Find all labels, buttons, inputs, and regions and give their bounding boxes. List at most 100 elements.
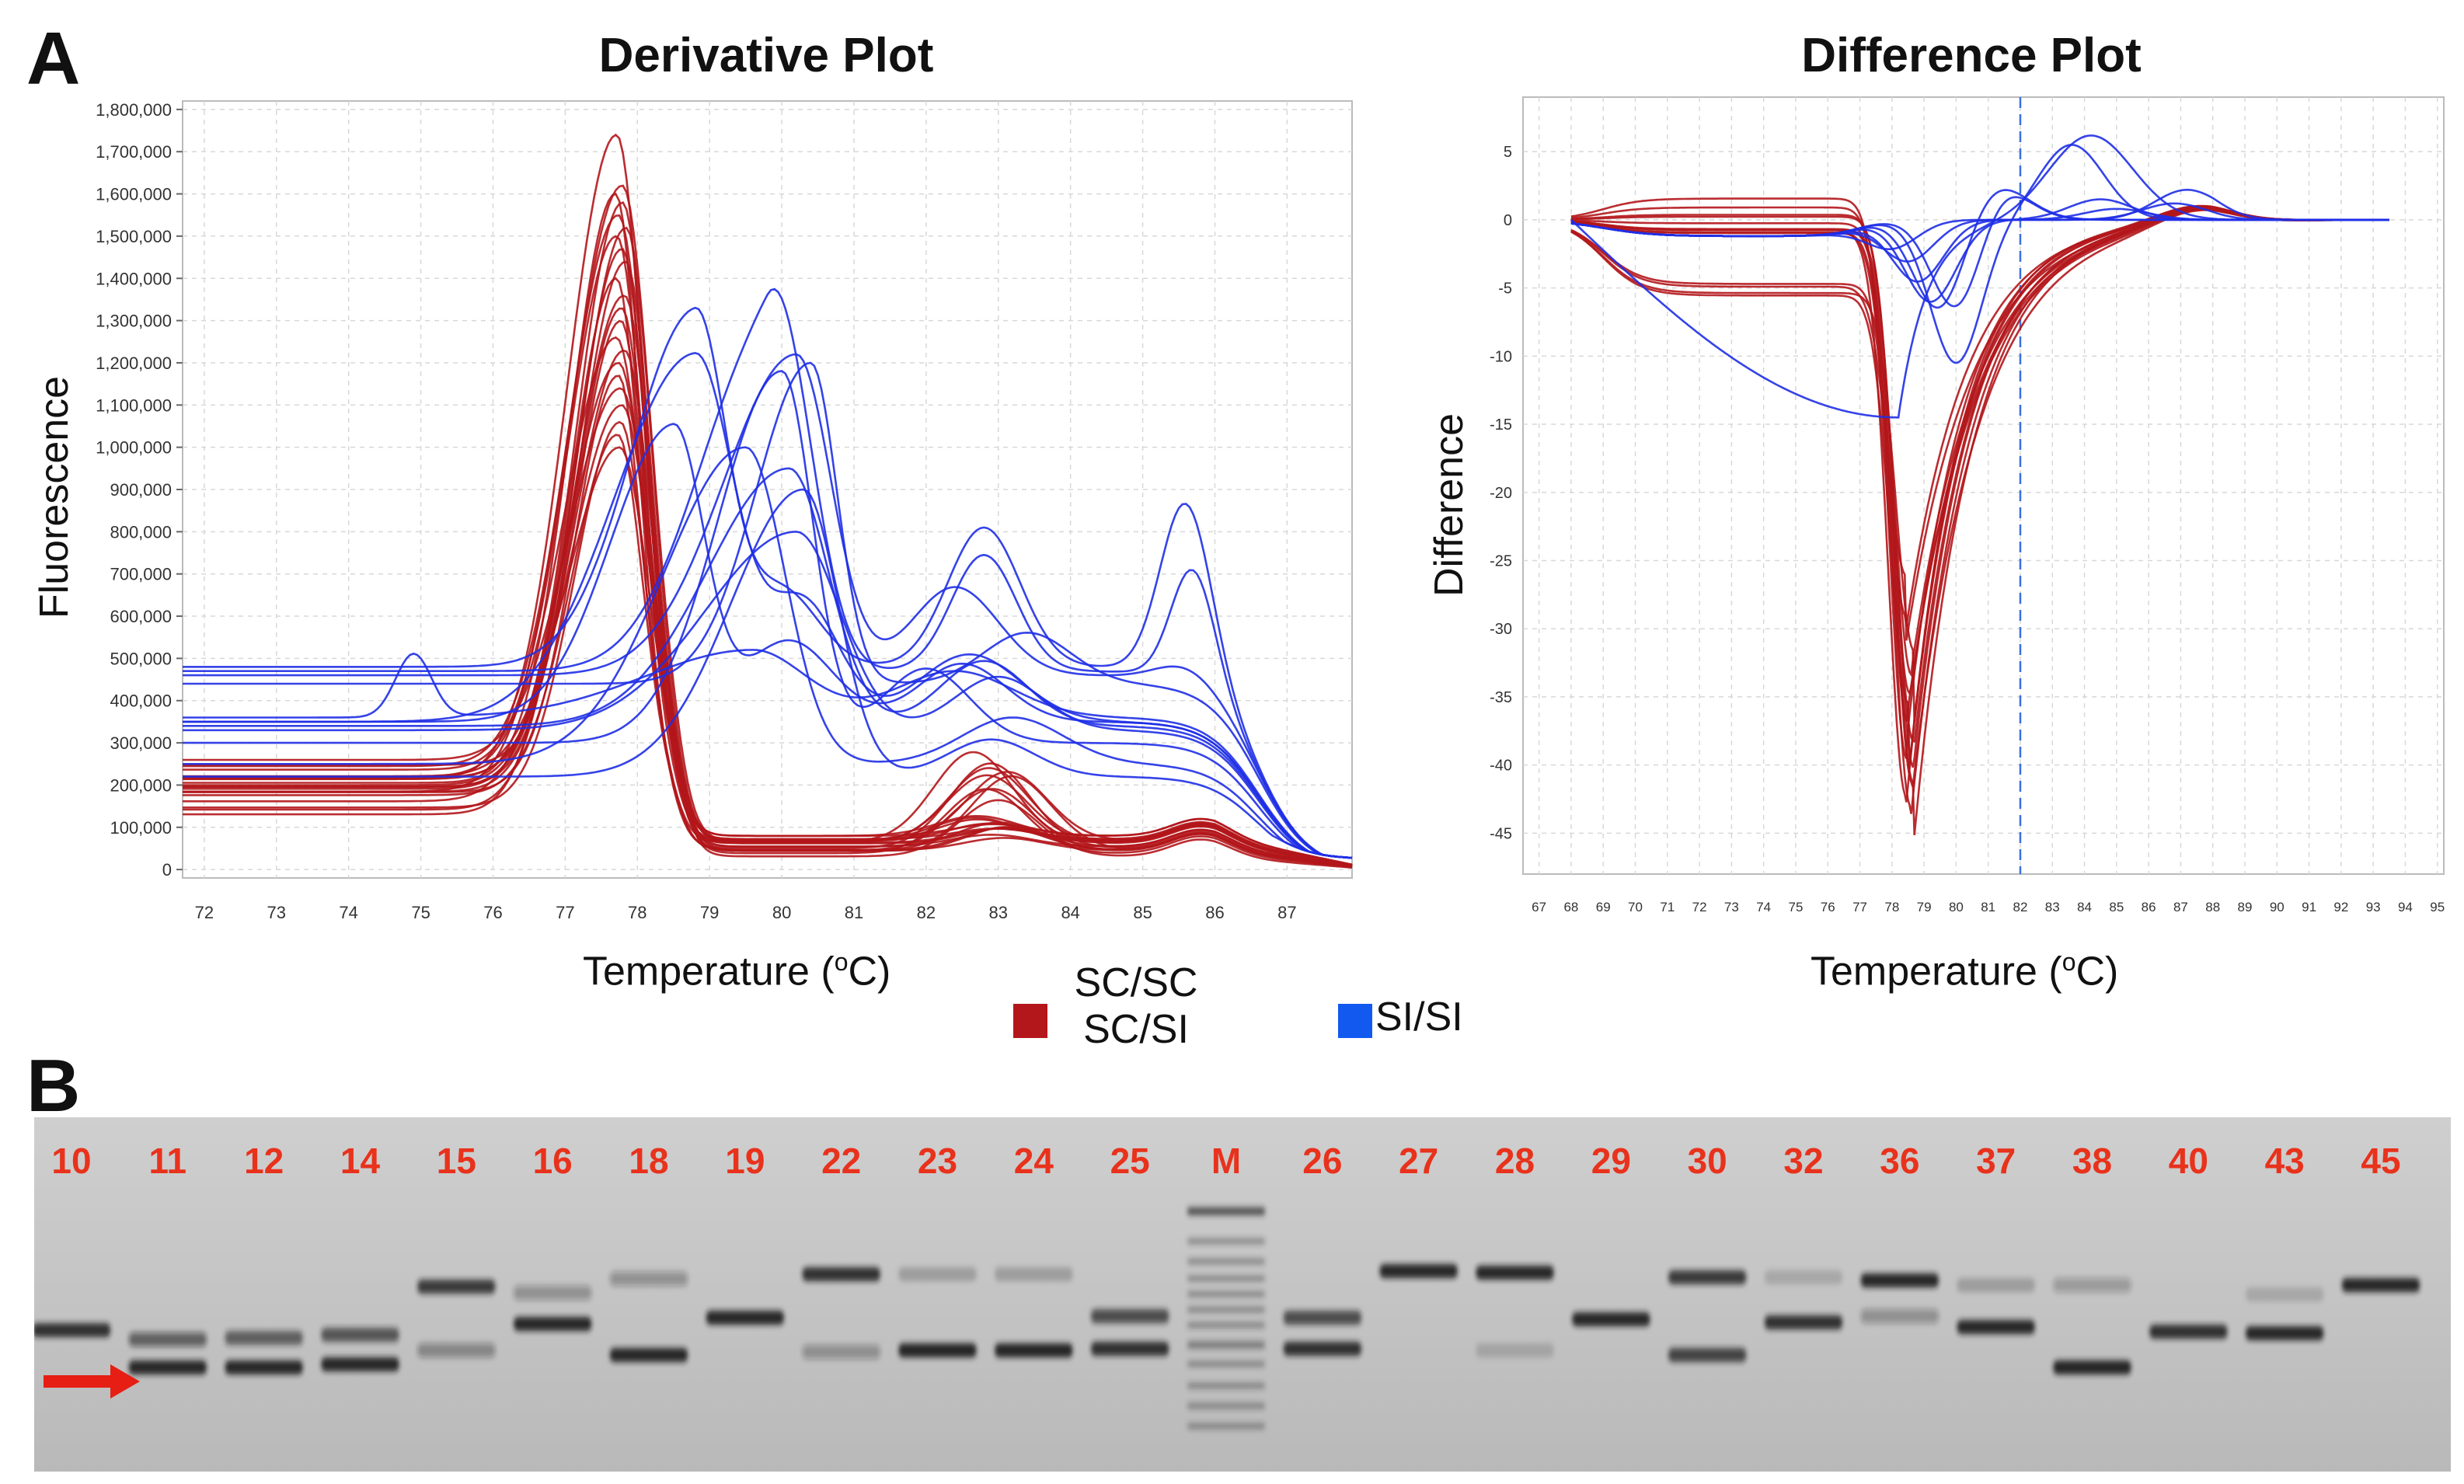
difference-x-tick-label: 70 <box>1628 900 1643 914</box>
derivative-y-tick-label: 1,200,000 <box>96 354 172 373</box>
gel-band <box>417 1280 496 1294</box>
difference-y-tick-label: -35 <box>1490 689 1512 706</box>
gel-band <box>2246 1326 2324 1340</box>
difference-y-tick-label: -25 <box>1490 552 1512 570</box>
blue-melt-curve <box>183 488 1353 859</box>
red-melt-curve <box>183 277 1353 868</box>
derivative-y-tick-label: 600,000 <box>110 607 172 626</box>
gel-arrow-shaft <box>44 1375 113 1388</box>
gel-band <box>1091 1342 1169 1356</box>
gel-band <box>34 1323 110 1337</box>
derivative-y-tick-label: 700,000 <box>110 565 172 584</box>
difference-x-tick-label: 76 <box>1821 900 1835 914</box>
derivative-y-tick-label: 500,000 <box>110 649 172 668</box>
difference-x-tick-label: 95 <box>2430 900 2445 914</box>
difference-x-tick-label: 73 <box>1724 900 1739 914</box>
difference-x-tick-label: 90 <box>2270 900 2285 914</box>
gel-lane-label: 25 <box>1110 1141 1150 1181</box>
blue-melt-curve <box>183 446 1353 859</box>
gel-image: 10 11 12 14 15 16 18 19 22 23 24 25 M 26 27 28 29 30 32 36 3… <box>34 1117 2451 1472</box>
difference-y-tick-label: -40 <box>1490 758 1512 775</box>
gel-lane-label: 28 <box>1495 1141 1535 1181</box>
derivative-x-tick-label: 87 <box>1277 903 1296 922</box>
difference-plot: 67 68 69 70 71 72 73 74 75 76 77 78 79 80 81 82 83 84 85 86… <box>1490 96 2445 914</box>
difference-x-tick-label: 78 <box>1884 900 1899 914</box>
derivative-x-tick-label: 86 <box>1205 903 1224 922</box>
difference-x-tick-label: 75 <box>1788 900 1803 914</box>
gel-band <box>514 1286 592 1300</box>
gel-lane-label: 19 <box>725 1141 765 1181</box>
gel-band <box>128 1332 207 1346</box>
gel-band <box>1283 1342 1361 1356</box>
gel-band <box>995 1267 1073 1281</box>
gel-lane-label: 24 <box>1014 1141 1054 1181</box>
difference-x-tick-label: 77 <box>1852 900 1867 914</box>
legend-blue-label: SI/SI <box>1375 995 1463 1040</box>
gel-ladder-band <box>1187 1361 1265 1367</box>
gel-band <box>417 1343 496 1357</box>
gel-band <box>1668 1270 1747 1284</box>
derivative-y-tick-label: 1,800,000 <box>96 100 172 120</box>
gel-lane-label: 15 <box>437 1141 476 1181</box>
gel-lane-label: 27 <box>1399 1141 1438 1181</box>
red-melt-curve <box>183 434 1353 868</box>
gel-band <box>2053 1278 2131 1292</box>
gel-ladder-band <box>1187 1291 1265 1297</box>
difference-x-tick-label: 71 <box>1660 900 1675 914</box>
gel-band <box>514 1317 592 1331</box>
difference-x-tick-label: 92 <box>2333 900 2348 914</box>
difference-x-tick-label: 67 <box>1532 900 1546 914</box>
gel-band <box>1765 1270 1842 1284</box>
difference-x-tick-label: 83 <box>2045 900 2060 914</box>
gel-band <box>2149 1325 2228 1339</box>
derivative-x-tick-label: 74 <box>339 903 357 922</box>
derivative-y-tick-label: 0 <box>162 860 172 880</box>
gel-band <box>610 1272 688 1286</box>
derivative-y-tick-label: 1,300,000 <box>96 312 172 331</box>
difference-x-tick-label: 89 <box>2238 900 2253 914</box>
panel-a-letter: A <box>26 17 81 100</box>
gel-lane-label: 10 <box>51 1141 91 1181</box>
gel-band <box>128 1360 207 1374</box>
gel-lane-label: 11 <box>149 1141 187 1181</box>
difference-y-tick-label: -10 <box>1490 348 1512 365</box>
gel-band <box>898 1343 977 1357</box>
difference-y-tick-label: -45 <box>1490 825 1512 842</box>
gel-band <box>1668 1348 1747 1362</box>
difference-x-tick-label: 88 <box>2205 900 2220 914</box>
gel-ladder-band <box>1187 1403 1265 1409</box>
difference-plot-frame <box>1522 96 2445 875</box>
gel-ladder-band <box>1187 1423 1265 1429</box>
gel-ladder-band <box>1187 1238 1265 1244</box>
gel-arrow-head <box>110 1364 140 1399</box>
derivative-x-tick-label: 82 <box>917 903 936 922</box>
red-melt-curve <box>183 404 1353 868</box>
gel-band <box>1283 1311 1361 1325</box>
gel-lane-label: 12 <box>244 1141 284 1181</box>
gel-lane-label: 23 <box>918 1141 957 1181</box>
gel-band <box>706 1311 784 1325</box>
gel-lane-label: 22 <box>821 1141 861 1181</box>
gel-band <box>802 1267 880 1281</box>
difference-x-tick-label: 84 <box>2077 900 2092 914</box>
legend-blue-swatch <box>1338 1004 1372 1038</box>
difference-y-tick-label: -30 <box>1490 621 1512 638</box>
difference-y-tick-label: -20 <box>1490 485 1512 502</box>
gel-lane-label: M <box>1211 1141 1241 1181</box>
legend-red-label-line2: SC/SI <box>1083 1006 1189 1052</box>
gel-lane-label: 37 <box>1976 1141 2016 1181</box>
blue-melt-curve <box>183 649 1353 859</box>
red-melt-curve <box>183 420 1353 867</box>
derivative-y-tick-label: 900,000 <box>110 480 172 500</box>
difference-x-tick-label: 72 <box>1692 900 1707 914</box>
derivative-y-tick-label: 100,000 <box>110 818 172 838</box>
gel-band <box>1091 1309 1169 1323</box>
derivative-y-tick-label: 800,000 <box>110 522 172 542</box>
difference-x-tick-label: 87 <box>2173 900 2188 914</box>
gel-band <box>2246 1287 2324 1301</box>
derivative-x-tick-label: 72 <box>195 903 214 922</box>
derivative-x-tick-label: 78 <box>628 903 646 922</box>
derivative-y-tick-label: 1,000,000 <box>96 438 172 458</box>
blue-melt-curve <box>183 423 1353 859</box>
difference-y-tick-label: -15 <box>1490 416 1512 434</box>
